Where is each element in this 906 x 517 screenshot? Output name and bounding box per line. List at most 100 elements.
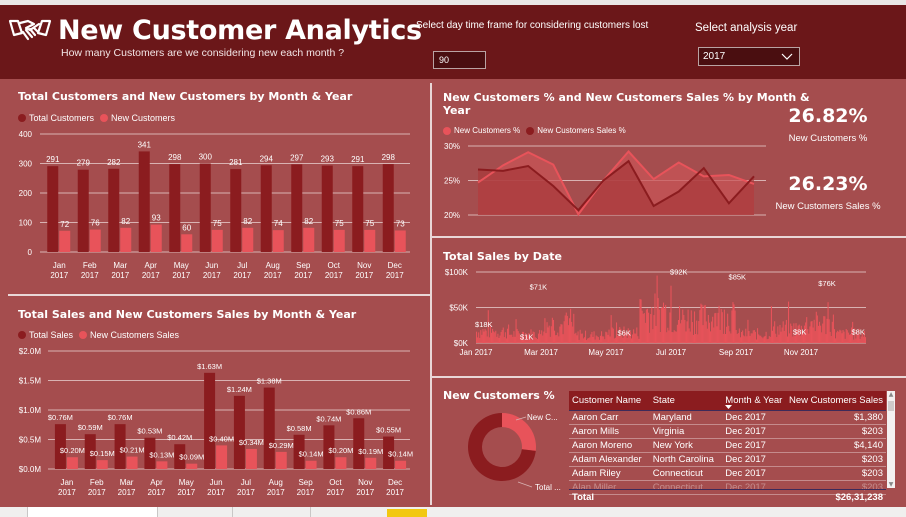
daily-bar — [526, 335, 528, 343]
page-tab-active[interactable] — [387, 509, 427, 517]
daily-bar — [626, 337, 628, 343]
daily-bar — [610, 315, 612, 343]
sales-bar-chart[interactable]: $0.0M$0.5M$1.0M$1.5M$2.0MJan2017$0.76M$0… — [0, 342, 420, 507]
daily-bar — [825, 334, 827, 343]
table-row[interactable]: Adam Riley Connecticut Dec 2017 $203 — [569, 466, 886, 481]
daily-bar — [836, 332, 838, 343]
daily-bar — [549, 336, 551, 343]
bar-new-customers-sales — [216, 445, 228, 469]
daily-bar — [714, 313, 716, 343]
table-row[interactable]: Aaron Mills Virginia Dec 2017 $203 — [569, 424, 886, 439]
column-header-month-year[interactable]: Month & Year — [722, 391, 787, 411]
daily-bar — [513, 331, 515, 343]
data-label: $0.40M — [209, 434, 234, 443]
daily-bar — [630, 338, 632, 343]
legend-label-new-customers-sales-pct[interactable]: New Customers Sales % — [537, 126, 626, 135]
page-tab-1[interactable] — [27, 507, 157, 517]
days-timeframe-input[interactable]: 90 — [433, 51, 486, 69]
page-tab-3[interactable] — [232, 507, 310, 517]
legend-label-new-customers[interactable]: New Customers — [111, 113, 176, 123]
daily-bar — [800, 325, 802, 343]
x-tick-label: Nov 2017 — [784, 348, 819, 357]
x-tick-label: 2017 — [58, 488, 76, 497]
daily-sales-chart[interactable]: $0K $50K $100K $18K $1K $71K $6K $92K $85K $8K $76… — [432, 264, 906, 364]
daily-bar — [515, 319, 517, 343]
daily-bar — [812, 327, 814, 343]
legend-dot-new-customers-sales — [79, 331, 88, 339]
data-label: $0.86M — [346, 407, 371, 416]
data-label: $1.24M — [227, 385, 252, 394]
scrollbar-thumb[interactable] — [888, 401, 894, 411]
daily-bar — [587, 338, 589, 343]
daily-bar — [609, 336, 611, 343]
x-tick-label: 2017 — [118, 488, 136, 497]
legend-label-total-customers[interactable]: Total Customers — [29, 113, 95, 123]
data-label: 75 — [213, 219, 222, 228]
daily-bar — [521, 331, 524, 343]
daily-bar — [497, 333, 499, 343]
daily-bar — [767, 338, 769, 343]
pct-chart-legend: New Customers % New Customers Sales % — [443, 126, 626, 135]
x-tick-label: 2017 — [356, 488, 374, 497]
daily-bar — [650, 314, 652, 343]
column-header-customer-name[interactable]: Customer Name — [569, 391, 650, 411]
daily-bar — [658, 309, 660, 343]
data-label: $71K — [530, 283, 548, 292]
daily-bar — [793, 323, 795, 343]
daily-bar — [633, 329, 635, 343]
column-header-new-customers-sales[interactable]: New Customers Sales — [786, 391, 886, 411]
cell-customer-name: Aaron Moreno — [569, 438, 650, 453]
pct-area-chart[interactable]: 20% 25% 30% — [432, 138, 772, 228]
table-row[interactable]: Alan Miller Connecticut Dec 2017 $203 — [569, 480, 886, 495]
data-label: $0.76M — [108, 413, 133, 422]
daily-bar — [573, 313, 575, 343]
table-scrollbar[interactable]: ▲ ▼ — [887, 391, 895, 488]
daily-bar — [584, 330, 587, 343]
data-label: 297 — [290, 153, 304, 162]
data-label: 298 — [382, 153, 396, 162]
daily-bar — [557, 332, 559, 343]
daily-bar — [771, 330, 774, 343]
y-tick-label: 400 — [19, 130, 33, 139]
x-tick-label: Sep 2017 — [719, 348, 754, 357]
table-row[interactable]: Adam Alexander North Carolina Dec 2017 $203 — [569, 452, 886, 467]
table-row[interactable]: Aaron Carr Maryland Dec 2017 $1,380 — [569, 410, 886, 425]
data-label: $92K — [670, 268, 688, 277]
bar-total-sales — [114, 424, 126, 469]
y-tick-label: $100K — [445, 268, 469, 277]
daily-bar — [740, 331, 743, 343]
x-tick-label: Jan — [53, 261, 66, 270]
daily-bar — [664, 308, 666, 343]
x-tick-label: 2017 — [264, 271, 282, 280]
daily-bar — [480, 330, 482, 343]
daily-bar — [548, 325, 550, 343]
daily-bar — [541, 330, 543, 343]
bar-total-customers — [47, 166, 59, 252]
page-tab-4[interactable] — [310, 507, 387, 517]
legend-label-new-customers-pct[interactable]: New Customers % — [454, 126, 521, 135]
customers-bar-chart[interactable]: 0100200300400Jan201729172Feb201727976Mar… — [0, 125, 420, 290]
column-header-state[interactable]: State — [649, 391, 723, 411]
pct-chart-title-line1: New Customers % and New Customers Sales … — [443, 91, 810, 104]
new-customers-donut[interactable]: New C... Total ... — [432, 400, 567, 505]
analysis-year-dropdown[interactable]: 2017 — [698, 47, 800, 66]
legend-label-new-customers-sales[interactable]: New Customers Sales — [90, 330, 180, 340]
report-header: New Customer Analytics How many Customer… — [0, 5, 906, 79]
daily-bar — [505, 338, 507, 343]
new-customers-table: Customer Name State Month & Year New Cus… — [569, 391, 895, 505]
scroll-down-icon[interactable]: ▼ — [888, 481, 894, 488]
scroll-up-icon[interactable]: ▲ — [888, 391, 894, 398]
table-row[interactable]: Aaron Moreno New York Dec 2017 $4,140 — [569, 438, 886, 453]
daily-bar — [673, 330, 675, 343]
cell-customer-name: Adam Riley — [569, 466, 650, 481]
daily-bar — [656, 275, 658, 343]
daily-bar — [512, 336, 514, 343]
daily-bar — [625, 332, 627, 343]
daily-bar — [731, 310, 733, 343]
daily-bar — [560, 324, 562, 343]
page-tab-2[interactable] — [157, 507, 232, 517]
legend-label-total-sales[interactable]: Total Sales — [29, 330, 74, 340]
daily-bar — [788, 301, 790, 343]
daily-bar — [641, 310, 643, 343]
daily-bar — [739, 337, 741, 343]
